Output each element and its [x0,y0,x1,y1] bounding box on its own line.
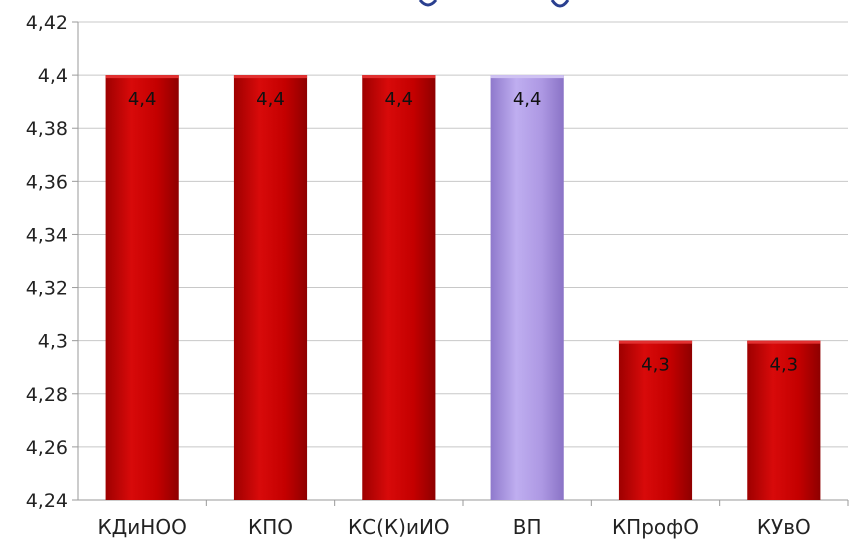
y-tick-label: 4,32 [26,278,68,300]
bar-top-highlight [105,75,179,79]
data-label: 4,4 [128,89,157,110]
x-category-label: КПрофО [612,515,699,539]
bar [233,75,308,500]
gridlines [78,21,848,501]
bars: 4,4 4,4 4,4 4,4 4,3 4,3 [105,75,821,500]
bar-top-highlight [618,340,693,344]
y-tick-label: 4,28 [26,384,68,406]
data-label: 4,3 [770,355,799,376]
bar [362,75,436,500]
bar [618,340,693,500]
data-label: 4,4 [385,89,414,110]
x-category-label: КПО [248,515,293,539]
y-tick-label: 4,4 [38,65,68,87]
y-tick-label: 4,3 [38,331,68,353]
x-category-label: КДиНОО [97,515,186,539]
x-category-label: КС(К)иИО [348,515,450,539]
y-tick-label: 4,36 [26,171,68,193]
data-label: 4,3 [641,355,670,376]
y-axis: 4,24 4,26 4,28 4,3 4,32 4,34 4,36 4,38 4,4 4,42 [26,12,79,512]
bar-top-highlight [490,75,564,79]
bar [747,340,821,500]
data-label: 4,4 [256,89,285,110]
bar-top-highlight [747,340,821,344]
data-label: 4,4 [513,89,542,110]
x-category-label: КУвО [757,515,811,539]
bar-top-highlight [233,75,308,79]
bar [490,75,564,500]
x-category-label: ВП [513,515,542,539]
y-tick-label: 4,38 [26,118,68,140]
y-tick-label: 4,26 [26,437,68,459]
bar-top-highlight [362,75,436,79]
y-tick-label: 4,42 [26,12,68,34]
title-fragment [418,0,570,8]
x-axis: КДиНОО КПО КС(К)иИО ВП КПрофО КУвО [97,500,849,539]
y-tick-label: 4,24 [26,490,68,512]
y-tick-label: 4,34 [26,224,68,246]
bar [105,75,179,500]
